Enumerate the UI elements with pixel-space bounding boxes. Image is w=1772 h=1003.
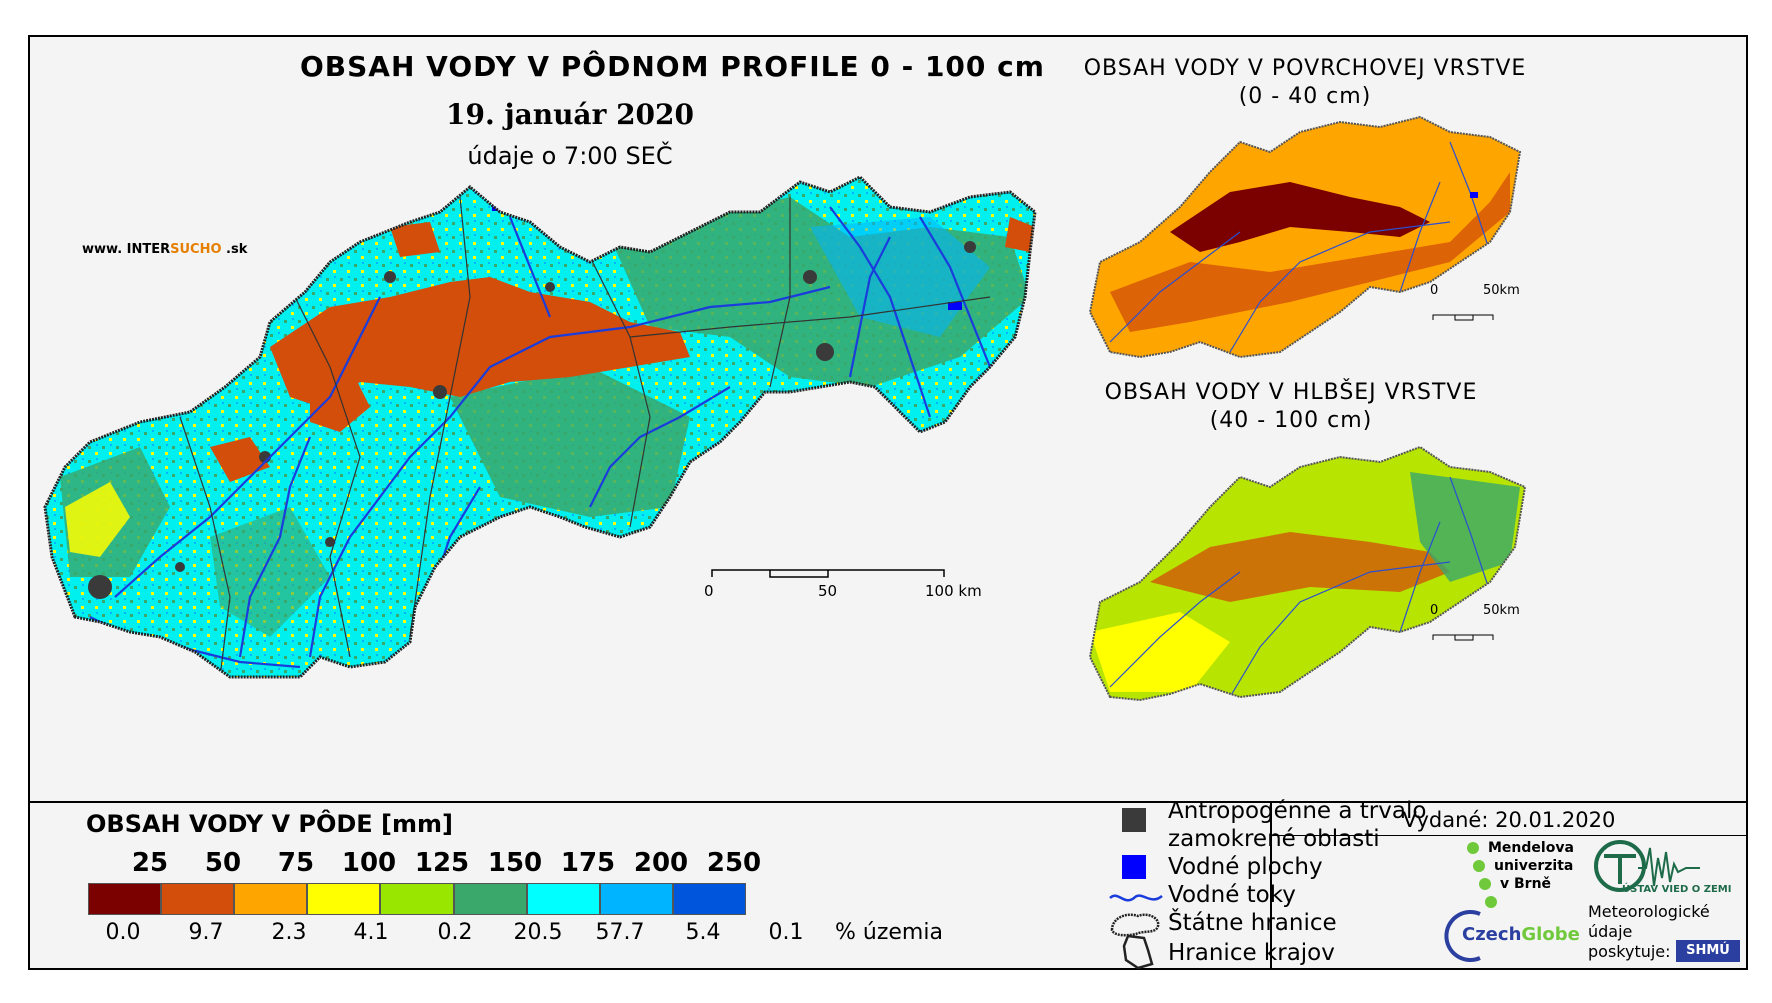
mendel-logo-dots [1467, 842, 1497, 908]
class-swatch [234, 883, 308, 915]
legend-divider [30, 801, 1746, 803]
threshold-label: 200 [633, 848, 689, 878]
czechglobe-logo: CzechGlobe [1462, 924, 1580, 945]
main-scale-0: 0 [704, 582, 714, 600]
region-border-label: Hranice krajov [1168, 940, 1335, 966]
anthropogenic-label-1: Antropogénne a trvalo [1168, 798, 1427, 824]
main-map [43, 175, 1037, 679]
meteo-line-2: údaje [1588, 922, 1633, 941]
credits-divider [1270, 801, 1272, 968]
river-label: Vodné toky [1168, 882, 1296, 908]
threshold-label: 250 [706, 848, 762, 878]
class-swatch [599, 883, 673, 915]
region-border-symbol [1122, 934, 1154, 970]
class-swatch [307, 883, 381, 915]
shmu-logo: SHMÚ [1676, 940, 1740, 962]
deep-map-title: OBSAH VODY V HLBŠEJ VRSTVE [1104, 380, 1478, 405]
state-border-label: Štátne hranice [1168, 910, 1337, 936]
meteo-line-1: Meteorologické [1588, 902, 1710, 921]
threshold-label: 125 [414, 848, 470, 878]
deep-map-depth: (40 - 100 cm) [1209, 408, 1373, 433]
class-percent: 0.0 [105, 920, 141, 945]
issued-divider [1270, 835, 1746, 836]
threshold-label: 100 [341, 848, 397, 878]
mendel-line-2: univerzita [1494, 858, 1574, 874]
class-percent: 0.1 [768, 920, 804, 945]
threshold-label: 150 [487, 848, 543, 878]
class-percent: 9.7 [188, 920, 224, 945]
meteo-line-3: poskytuje: [1588, 942, 1671, 961]
class-swatch [380, 883, 454, 915]
mendel-line-3: v Brně [1500, 876, 1552, 892]
class-percent: 57.7 [595, 920, 645, 945]
surface-map-depth: (0 - 40 cm) [1238, 84, 1372, 109]
class-percent: 0.2 [437, 920, 473, 945]
class-swatch [526, 883, 600, 915]
website-brand: SUCHO [170, 242, 222, 257]
water-body-swatch [1122, 855, 1146, 879]
class-swatch [672, 883, 746, 915]
website-label: www. INTERSUCHO .sk [82, 242, 248, 257]
class-percent: 20.5 [513, 920, 563, 945]
class-percent: 5.4 [685, 920, 721, 945]
threshold-label: 175 [560, 848, 616, 878]
threshold-label: 50 [204, 848, 242, 878]
deep-scale-0: 0 [1430, 603, 1439, 618]
class-swatch [453, 883, 527, 915]
legend-title: OBSAH VODY V PÔDE [mm] [86, 810, 454, 838]
deep-scale-50: 50km [1483, 603, 1520, 618]
mendel-line-1: Mendelova [1488, 840, 1574, 856]
map-frame [28, 35, 1748, 970]
class-swatch [88, 883, 162, 915]
threshold-label: 75 [277, 848, 315, 878]
surface-scale-50: 50km [1483, 283, 1520, 298]
main-scale-50: 50 [818, 582, 838, 600]
czechglobe-arc [1444, 910, 1481, 962]
observation-time: údaje o 7:00 SEČ [467, 142, 673, 170]
map-date: 19. január 2020 [445, 98, 695, 131]
class-swatch [161, 883, 235, 915]
surface-scale-0: 0 [1430, 283, 1439, 298]
percent-unit: % územia [835, 920, 943, 945]
water-body-label: Vodné plochy [1168, 854, 1323, 880]
deep-layer-map [1089, 446, 1526, 701]
threshold-label: 25 [131, 848, 169, 878]
color-scale [88, 883, 746, 915]
class-percent: 2.3 [271, 920, 307, 945]
anthropogenic-swatch [1122, 808, 1146, 832]
ustav-label: ÚSTAV VIED O ZEMI [1622, 884, 1732, 895]
surface-map-title: OBSAH VODY V POVRCHOVEJ VRSTVE [1083, 56, 1527, 81]
ustav-logo [1594, 840, 1700, 892]
issued-date: Vydané: 20.01.2020 [1402, 808, 1616, 832]
class-percent: 4.1 [353, 920, 389, 945]
map-title: OBSAH VODY V PÔDNOM PROFILE 0 - 100 cm [300, 50, 1045, 83]
river-symbol [1109, 894, 1163, 902]
surface-layer-map [1089, 116, 1521, 358]
main-scale-100: 100 km [925, 582, 982, 600]
anthropogenic-label-2: zamokrené oblasti [1168, 826, 1380, 852]
